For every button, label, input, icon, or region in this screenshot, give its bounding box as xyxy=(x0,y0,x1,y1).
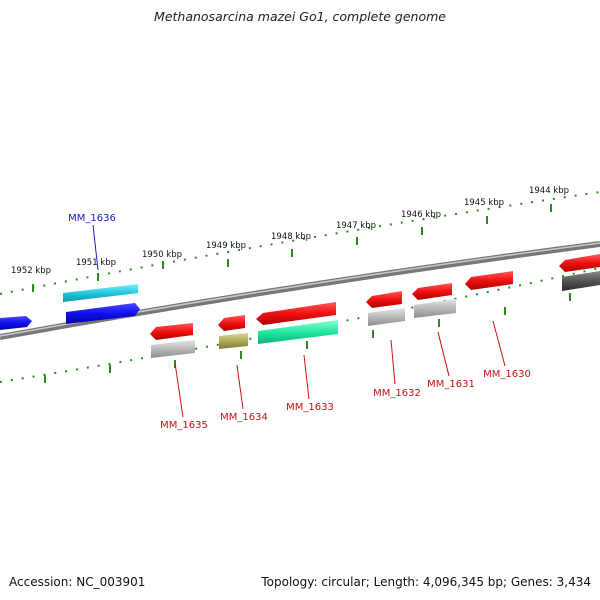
gene-mm-1635[interactable] xyxy=(150,323,195,358)
accession-label: Accession: NC_003901 xyxy=(9,575,146,589)
genome-backbone xyxy=(0,241,600,340)
gene-label-mm-1631[interactable]: MM_1631 xyxy=(427,379,475,390)
gene-mm-1632[interactable] xyxy=(366,291,405,326)
leader-line-mm-1635 xyxy=(174,362,184,418)
gene-label-mm-1633[interactable]: MM_1633 xyxy=(286,402,334,413)
gene-mm-1636[interactable] xyxy=(63,284,140,324)
gene-label-mm-1632[interactable]: MM_1632 xyxy=(373,388,421,399)
scale-label: 1944 kbp xyxy=(529,186,569,196)
scale-label: 1951 kbp xyxy=(76,258,116,268)
leader-line-mm-1631 xyxy=(437,331,450,377)
gene-label-mm-1635[interactable]: MM_1635 xyxy=(160,420,208,431)
scale-label: 1952 kbp xyxy=(11,266,51,276)
gene-mm-1634[interactable] xyxy=(218,315,248,349)
scale-label: 1950 kbp xyxy=(142,250,182,260)
leader-line-mm-1630 xyxy=(492,320,506,367)
leader-line-mm-1632 xyxy=(390,339,396,385)
leader-line-mm-1633 xyxy=(303,354,310,400)
scale-label: 1945 kbp xyxy=(464,198,504,208)
scale-label: 1946 kbp xyxy=(401,210,441,220)
gene-mm-1631[interactable] xyxy=(412,283,456,318)
leader-line-mm-1634 xyxy=(236,364,244,410)
gene-label-mm-1630[interactable]: MM_1630 xyxy=(483,369,531,380)
scale-ticks xyxy=(32,204,571,383)
map-title: Methanosarcina mazei Go1, complete genom… xyxy=(154,9,446,24)
gene-label-mm-1634[interactable]: MM_1634 xyxy=(220,412,268,423)
gene-label-mm-1636[interactable]: MM_1636 xyxy=(68,213,116,224)
scale-label: 1949 kbp xyxy=(206,241,246,251)
gene-mm-1633[interactable] xyxy=(256,302,338,344)
forward-gene-right-edge[interactable] xyxy=(559,254,600,291)
scale-label: 1947 kbp xyxy=(336,221,376,231)
gene-mm-1630[interactable] xyxy=(465,271,513,290)
topology-summary: Topology: circular; Length: 4,096,345 bp… xyxy=(261,575,591,589)
forward-gene-blue-left[interactable] xyxy=(0,316,32,330)
leader-line-mm-1636 xyxy=(92,224,99,271)
scale-label: 1948 kbp xyxy=(271,232,311,242)
